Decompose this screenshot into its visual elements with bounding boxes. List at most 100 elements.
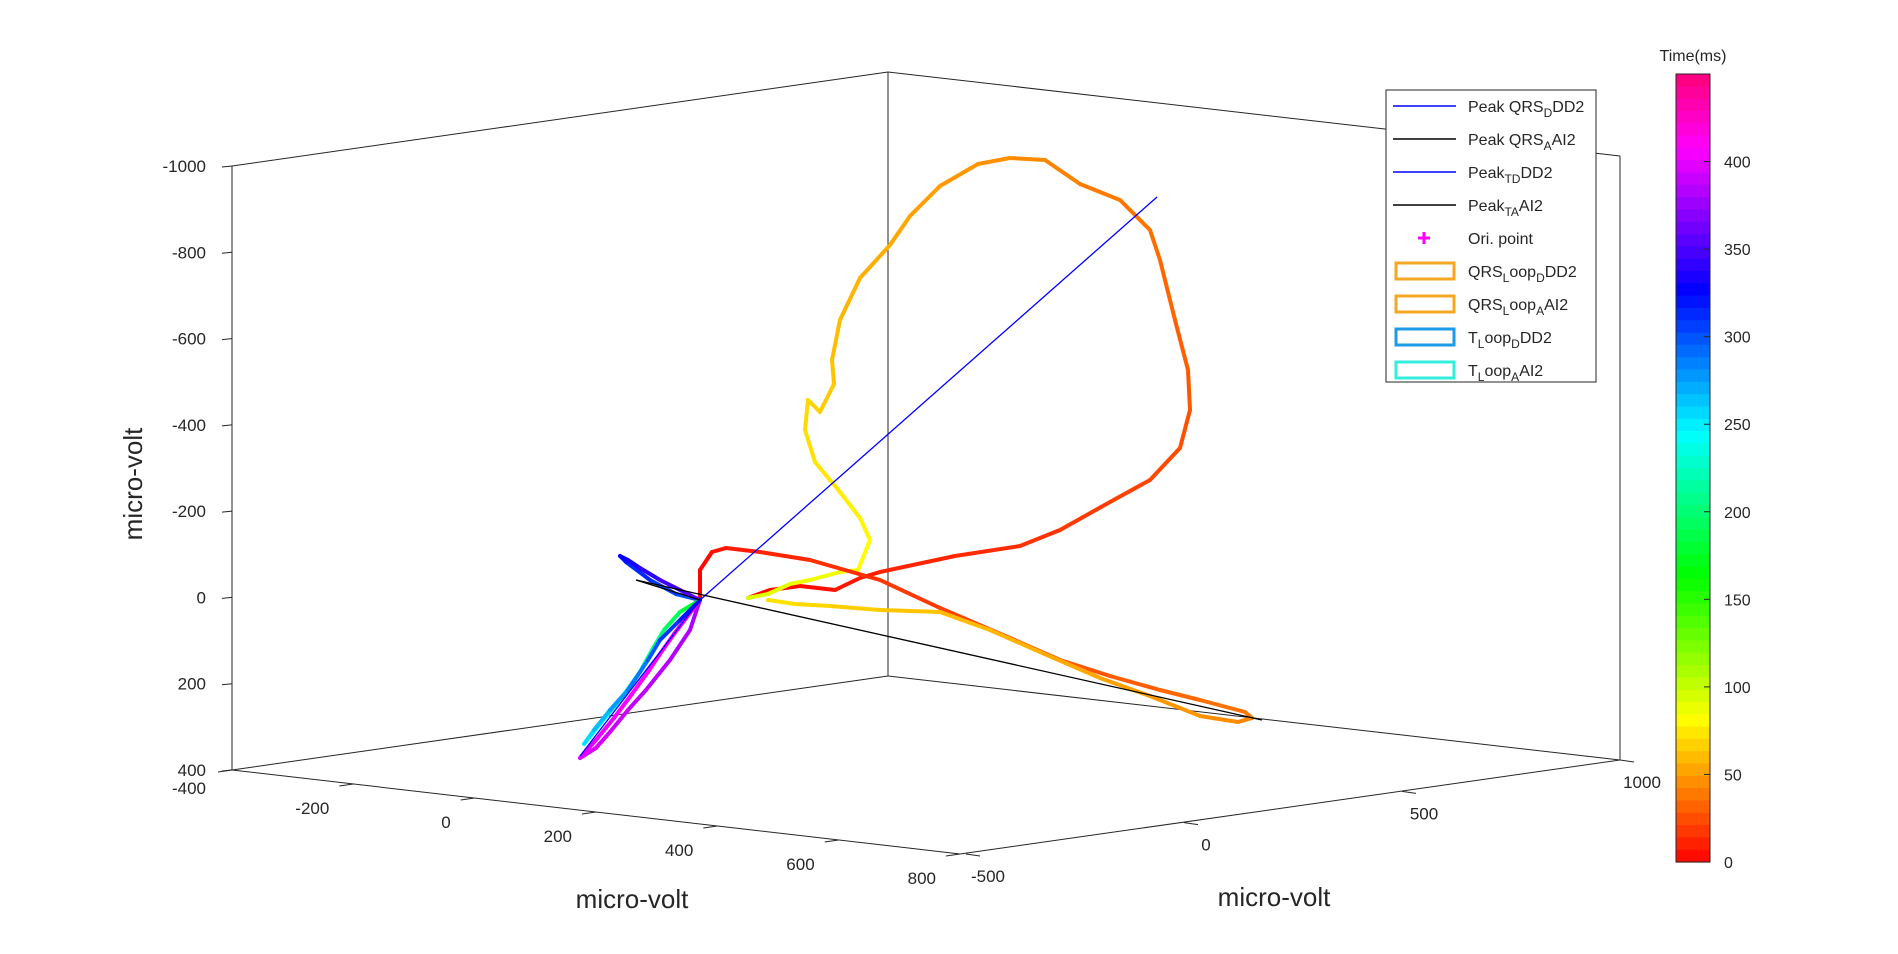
x-tick-mark <box>824 839 839 843</box>
legend-label: TLoopAAI2 <box>1468 363 1543 384</box>
colorbar: Time(ms) 0 50 100 150 200 250 300 350 400 <box>1660 48 1751 872</box>
qrs-loop-a-segment <box>766 598 797 606</box>
x-tick-label: -200 <box>295 799 329 818</box>
tloop-d2-segment <box>612 692 634 720</box>
colorbar-band <box>1676 406 1710 420</box>
qrs-loop-d-segment <box>953 544 1022 558</box>
legend-label: Peak QRSDDD2 <box>1468 99 1584 120</box>
y-axis-ticks: -500 0 500 1000 <box>965 759 1661 886</box>
z-tick-mark <box>221 424 233 427</box>
tloop-d2-segment <box>594 716 616 742</box>
tloop-d2-segment <box>578 738 598 760</box>
qrs-loop-d-segment <box>830 358 836 386</box>
peak-t-a-line <box>635 579 701 601</box>
colorbar-band <box>1676 443 1710 457</box>
colorbar-band <box>1676 480 1710 494</box>
x-tick-label: 800 <box>908 869 936 888</box>
tloop-d2-segment <box>668 628 692 662</box>
colorbar-band <box>1676 591 1710 605</box>
colorbar-tick-label: 400 <box>1724 155 1751 172</box>
legend-label: PeakTAAI2 <box>1468 198 1543 219</box>
qrs-loop-d-segment <box>1173 318 1190 372</box>
x-tick-label: 0 <box>441 813 450 832</box>
colorbar-band <box>1676 86 1710 100</box>
qrs-loop-d-segment <box>803 428 817 464</box>
colorbar-band <box>1676 504 1710 518</box>
y-tick-label: -500 <box>971 867 1005 886</box>
colorbar-band <box>1676 234 1710 247</box>
tloop-a-segment <box>582 728 596 746</box>
qrs-loop-d-segment <box>878 554 957 574</box>
colorbar-band <box>1676 800 1710 814</box>
colorbar-band <box>1676 418 1710 432</box>
colorbar-band <box>1676 701 1710 715</box>
tloop-a-segment <box>626 658 650 692</box>
colorbar-band <box>1676 652 1710 666</box>
colorbar-band <box>1676 369 1710 383</box>
qrs-loop-d-segment <box>1118 198 1152 232</box>
x-tick-label: 400 <box>665 841 693 860</box>
z-axis-ticks: -1000 -800 -600 -400 -200 0 200 400 <box>163 157 233 780</box>
axes-box <box>231 71 1621 855</box>
colorbar-band <box>1676 492 1710 506</box>
qrs-loop-a-segment <box>1198 714 1240 724</box>
z-tick-mark <box>221 165 233 168</box>
z-tick-label: 0 <box>197 588 206 607</box>
qrs-loop-a-segment <box>1236 716 1254 724</box>
peak-qrs-d-line <box>699 196 1158 601</box>
tloop-d-segment <box>626 558 642 570</box>
colorbar-band <box>1676 381 1710 395</box>
qrs-loop-d-segment <box>1148 228 1162 262</box>
colorbar-band <box>1676 665 1710 678</box>
x-tick-mark <box>460 797 475 801</box>
z-tick-label: -400 <box>172 416 206 435</box>
x-tick-mark <box>581 811 597 815</box>
qrs-loop-d-segment <box>813 460 842 494</box>
colorbar-band <box>1676 738 1710 752</box>
y-tick-label: 0 <box>1201 836 1210 855</box>
z-tick-label: -600 <box>172 330 206 349</box>
x-tick-mark <box>339 783 354 787</box>
qrs-loop-a-segment <box>808 558 882 582</box>
colorbar-band <box>1676 184 1710 198</box>
colorbar-band <box>1676 271 1710 284</box>
z-tick-label: -800 <box>172 243 206 262</box>
z-tick-mark <box>221 510 233 513</box>
colorbar-band <box>1676 775 1710 789</box>
qrs-loop-d-segment <box>1058 500 1112 532</box>
colorbar-band <box>1676 566 1710 580</box>
qrs-loop-d-segment <box>1158 258 1177 322</box>
qrs-loop-d-segment <box>1186 368 1192 412</box>
z-tick-label: 400 <box>178 761 206 780</box>
qrs-loop-a-segment <box>758 550 812 562</box>
qrs-loop-a-segment <box>828 604 882 612</box>
x-tick-mark <box>703 825 718 829</box>
legend-label: Ori. point <box>1468 231 1533 248</box>
qrs-loop-d-segment <box>1008 156 1047 162</box>
qrs-loop-d-segment <box>803 398 810 432</box>
colorbar-tick-label: 200 <box>1724 505 1751 522</box>
x-axis-ticks: -400 -200 0 200 400 600 800 <box>172 769 961 888</box>
colorbar-band <box>1676 763 1710 777</box>
colorbar-band <box>1676 394 1710 408</box>
colorbar-band <box>1676 455 1710 469</box>
x-axis-label: micro-volt <box>576 884 689 914</box>
qrs-loop-d-segment <box>1018 528 1062 548</box>
colorbar-band <box>1676 283 1710 297</box>
loop-curves <box>578 156 1263 760</box>
qrs-loop-d-segment <box>838 276 862 322</box>
colorbar-band <box>1676 307 1710 321</box>
colorbar-band <box>1676 110 1710 124</box>
qrs-loop-d-segment <box>938 162 980 188</box>
colorbar-band <box>1676 640 1710 654</box>
qrs-loop-d-segment <box>908 184 942 218</box>
qrs-loop-a-segment <box>710 546 728 554</box>
colorbar-frame <box>1675 73 1711 863</box>
colorbar-band <box>1676 295 1710 309</box>
qrs-loop-a-segment <box>1198 698 1247 714</box>
x-tick-label: -400 <box>172 779 206 798</box>
colorbar-band <box>1676 788 1710 802</box>
legend-label: TLoopDDD2 <box>1468 330 1552 351</box>
qrs-loop-d-segment <box>888 214 912 247</box>
colorbar-band <box>1676 837 1710 851</box>
